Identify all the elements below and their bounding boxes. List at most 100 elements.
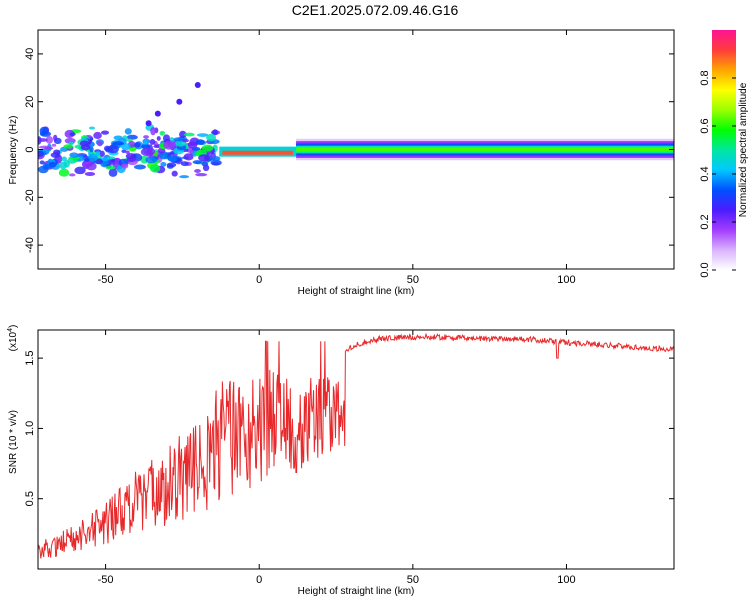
colorbar-tick-label: 0.8 — [699, 70, 711, 85]
spectrogram-blob — [169, 137, 175, 142]
spectrogram-blob — [110, 158, 115, 163]
spectrogram-xlabel: Height of straight line (km) — [298, 286, 415, 297]
spectrogram-blob — [149, 164, 161, 173]
spectrogram-blob — [159, 130, 165, 136]
spectrogram-outlier — [176, 98, 183, 105]
spectrogram-blob — [89, 146, 94, 153]
spectrogram-blob — [156, 136, 161, 141]
spectrogram-blob — [87, 154, 98, 162]
spectrogram-blob — [69, 173, 76, 177]
spectrogram-blob — [211, 156, 221, 161]
spectrogram-blob — [108, 168, 118, 177]
spectrogram-blob — [201, 144, 214, 152]
spectrogram-blob — [179, 175, 190, 179]
spectrogram-blob — [134, 142, 141, 148]
spectrogram-blob — [195, 139, 205, 145]
spectrogram-marks — [38, 81, 674, 179]
spectrogram-blob — [68, 141, 75, 145]
spectrogram-blob — [39, 126, 49, 136]
colorbar: 0.0 0.2 0.4 0.6 0.8 Normalized spectral ampl… — [699, 30, 749, 278]
spectrogram-blob — [121, 149, 127, 153]
spectrogram-blob — [194, 169, 201, 174]
spectrogram-blob — [146, 147, 156, 155]
spectrogram-blob — [74, 166, 86, 175]
spectrogram-ytick-label: 20 — [24, 96, 36, 108]
spectrogram-blob — [124, 128, 132, 135]
spectrogram-blob — [45, 135, 54, 144]
colorbar-label: Normalized spectral amplitude — [738, 82, 749, 217]
spectrogram-blob — [183, 132, 195, 137]
snr-ytick-label: 1.5 — [24, 350, 36, 365]
spectrogram-blob — [187, 141, 198, 149]
spectrogram-blob — [107, 144, 119, 154]
spectrogram-ytick-label: -20 — [24, 189, 36, 205]
snr-frame — [37, 329, 675, 570]
spectrogram-blob — [212, 129, 218, 136]
spectrogram-blob — [59, 161, 68, 170]
spectrogram-blob — [84, 158, 90, 163]
spectrogram-blob — [96, 140, 103, 147]
snr-panel: -50 0 50 100 0.5 1.0 1.5 Height of straight li… — [7, 325, 675, 597]
snr-multiplier: (x104) — [7, 325, 19, 352]
spectrogram-blob — [171, 170, 178, 177]
spectrogram-blob — [141, 144, 151, 149]
snr-ytick-label: 0.5 — [24, 491, 36, 506]
spectrogram-blob — [195, 172, 208, 177]
spectrogram-blob — [143, 135, 149, 139]
spectrogram-blob — [145, 156, 158, 164]
spectrogram-blob — [192, 160, 202, 165]
snr-series-line — [38, 332, 674, 559]
spectrogram-blob — [51, 143, 57, 147]
spectrogram-blob — [61, 156, 67, 162]
spectrogram-blob — [126, 134, 138, 140]
spectrogram-blob — [183, 153, 194, 161]
spectrogram-blob — [53, 134, 58, 142]
spectrogram-blob — [149, 138, 156, 145]
colorbar-gradient — [712, 30, 736, 270]
spectrogram-blob — [206, 133, 217, 142]
spectrogram-outlier — [145, 120, 152, 127]
spectrogram-blob — [196, 133, 209, 137]
spectrogram-blob — [39, 160, 45, 165]
spectrogram-blob — [126, 156, 137, 162]
spectrogram-blob — [160, 161, 167, 167]
spectrogram-core — [222, 150, 294, 155]
spectrogram-blob — [101, 130, 110, 135]
colorbar-tick-label: 0.6 — [699, 118, 711, 133]
colorbar-tick-label: 0.4 — [699, 166, 711, 181]
snr-multiplier-exp: 4 — [7, 328, 14, 332]
spectrogram-blob — [94, 149, 102, 153]
spectrogram-blob — [38, 138, 48, 142]
spectrogram-blob — [88, 126, 96, 130]
spectrogram-blob — [58, 168, 70, 177]
spectrogram-blob — [210, 159, 222, 166]
spectrogram-xtick-label: -50 — [98, 274, 114, 286]
spectrogram-ytick-label: 0 — [24, 146, 36, 152]
spectrogram-blob — [163, 140, 176, 150]
spectrogram-blob — [73, 159, 78, 163]
colorbar-tick-label: 0.2 — [699, 214, 711, 229]
spectrogram-blob — [112, 141, 125, 146]
spectrogram-blob — [63, 144, 74, 149]
spectrogram-blob — [84, 171, 96, 177]
spectrogram-ylabel: Frequency (Hz) — [8, 116, 19, 185]
spectrogram-blob — [86, 162, 97, 171]
spectrogram-xtick-label: 0 — [256, 274, 262, 286]
spectrogram-blob — [79, 140, 90, 147]
spectrogram-blob — [113, 135, 123, 141]
spectrogram-xtick-label: 100 — [557, 274, 575, 286]
spectrogram-blob — [180, 161, 189, 167]
spectrogram-blob — [121, 163, 129, 169]
spectrogram-blob — [48, 161, 57, 168]
spectrogram-blob — [38, 165, 49, 174]
spectrogram-blob — [120, 143, 131, 151]
spectrogram-blob — [99, 150, 105, 157]
spectrogram-outlier — [194, 81, 201, 88]
spectrogram-blob — [95, 150, 100, 157]
spectrogram-blob — [125, 150, 130, 155]
colorbar-ticks: 0.0 0.2 0.4 0.6 0.8 — [699, 70, 736, 278]
snr-xtick-label: -50 — [98, 574, 114, 586]
chart-title: C2E1.2025.072.09.46.G16 — [292, 2, 459, 18]
spectrogram-blob — [166, 162, 177, 168]
